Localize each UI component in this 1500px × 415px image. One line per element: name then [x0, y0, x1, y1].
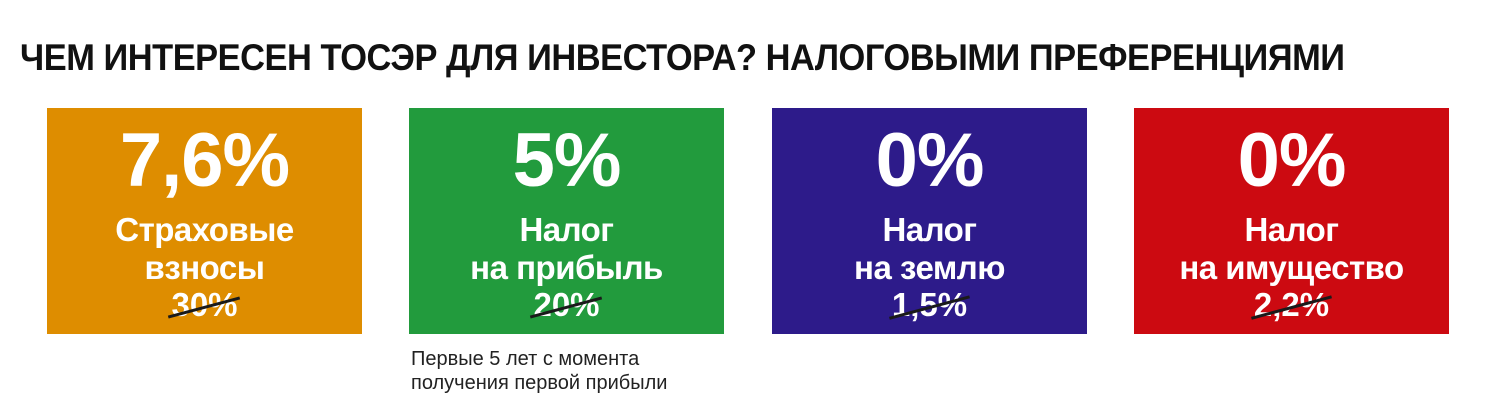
card-old-value-text: 20%	[533, 286, 600, 323]
card-value: 7,6%	[119, 118, 290, 203]
card-value: 5%	[512, 118, 622, 203]
card-value: 0%	[1237, 118, 1347, 203]
card-value: 0%	[875, 118, 985, 203]
footnote-line2: получения первой прибыли	[411, 372, 668, 394]
card-label-line1: Налог	[1244, 211, 1339, 248]
card-old-value-text: 1,5%	[891, 286, 968, 323]
page-title: ЧЕМ ИНТЕРЕСЕН ТОСЭР ДЛЯ ИНВЕСТОРА? НАЛОГ…	[20, 37, 1345, 78]
card-label-line2: на прибыль	[470, 249, 663, 286]
footnote-line1: Первые 5 лет с момента	[411, 348, 640, 370]
card-old-value: 1,5%	[888, 286, 971, 323]
card-old-value: 20%	[530, 286, 603, 323]
card-old-value-text: 30%	[171, 286, 238, 323]
insurance-contributions-card: 7,6% Страховые взносы 30%	[47, 108, 362, 334]
card-label-line2: на имущество	[1179, 249, 1404, 286]
card-old-value-text: 2,2%	[1253, 286, 1330, 323]
card-label: Страховые взносы	[47, 211, 362, 287]
card-label-line1: Страховые	[115, 211, 294, 248]
card-label-line1: Налог	[882, 211, 977, 248]
footnote: Первые 5 лет с момента получения первой …	[411, 347, 667, 395]
card-label: Налог на прибыль	[409, 211, 724, 287]
card-label-line2: взносы	[144, 249, 265, 286]
land-tax-card: 0% Налог на землю 1,5%	[772, 108, 1087, 334]
card-label-line2: на землю	[854, 249, 1005, 286]
property-tax-card: 0% Налог на имущество 2,2%	[1134, 108, 1449, 334]
card-label-line1: Налог	[519, 211, 614, 248]
card-old-value: 30%	[168, 286, 241, 323]
card-label: Налог на землю	[772, 211, 1087, 287]
card-label: Налог на имущество	[1134, 211, 1449, 287]
card-old-value: 2,2%	[1250, 286, 1333, 323]
profit-tax-card: 5% Налог на прибыль 20%	[409, 108, 724, 334]
